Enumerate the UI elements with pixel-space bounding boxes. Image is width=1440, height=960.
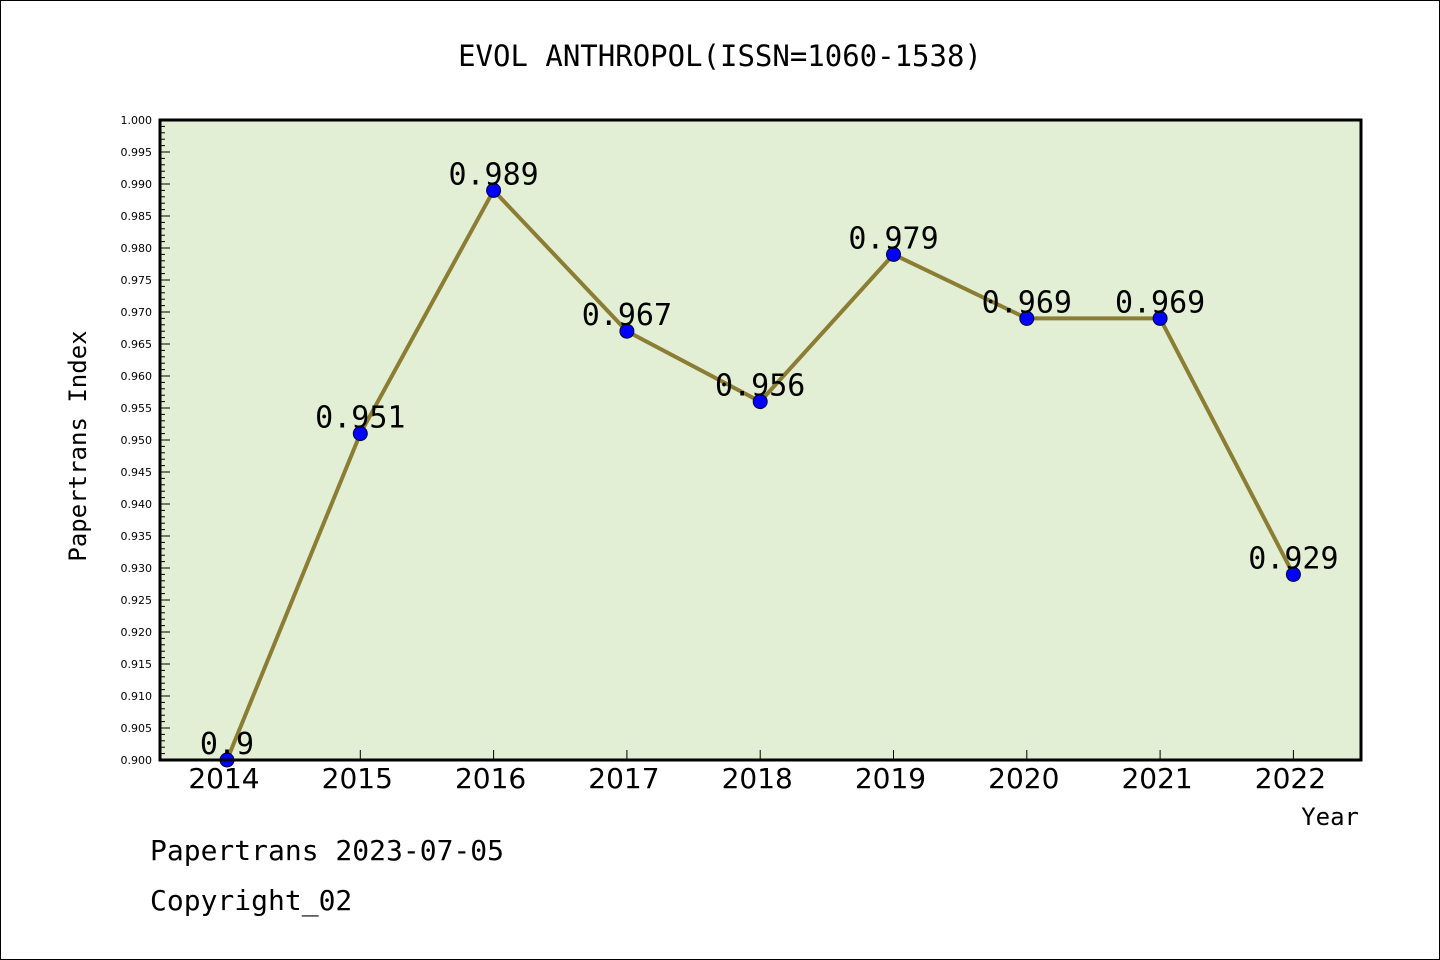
data-label: 0.9 bbox=[200, 727, 254, 762]
data-point bbox=[619, 323, 635, 339]
data-label: 0.967 bbox=[582, 298, 672, 333]
y-tick-label: 0.985 bbox=[121, 210, 153, 223]
y-tick-label: 0.920 bbox=[121, 626, 153, 639]
y-tick-label: 0.940 bbox=[121, 498, 153, 511]
y-tick-label: 0.965 bbox=[121, 338, 153, 351]
data-point bbox=[486, 182, 502, 198]
y-tick-label: 0.910 bbox=[121, 690, 153, 703]
x-tick-label: 2016 bbox=[455, 762, 526, 795]
x-tick-label: 2014 bbox=[188, 762, 259, 795]
x-tick-label: 2018 bbox=[722, 762, 793, 795]
plot-area bbox=[160, 120, 1361, 760]
x-axis-label: Year bbox=[1301, 803, 1359, 831]
data-point bbox=[752, 394, 768, 410]
x-tick-label: 2017 bbox=[588, 762, 659, 795]
y-tick-label: 0.930 bbox=[121, 562, 153, 575]
footer-source: Papertrans 2023-07-05 bbox=[150, 834, 505, 867]
x-tick-label: 2015 bbox=[322, 762, 393, 795]
data-point bbox=[1285, 566, 1301, 582]
y-axis-label: Papertrans Index bbox=[64, 330, 92, 561]
data-label: 0.989 bbox=[448, 157, 538, 192]
x-tick-label: 2020 bbox=[988, 762, 1059, 795]
data-label: 0.969 bbox=[1115, 285, 1205, 320]
data-point bbox=[352, 426, 368, 442]
footer-copyright: Copyright_02 bbox=[150, 884, 353, 917]
plot-border bbox=[158, 118, 1363, 762]
y-tick-label: 0.980 bbox=[121, 242, 153, 255]
x-tick-label: 2022 bbox=[1255, 762, 1326, 795]
data-label: 0.956 bbox=[715, 369, 805, 404]
y-tick-label: 0.900 bbox=[121, 754, 153, 767]
data-labels: 0.9 0.951 0.989 0.967 0.956 0.979 0.969 0.969 0.… bbox=[200, 157, 1339, 762]
data-label: 0.969 bbox=[982, 285, 1072, 320]
y-tick-label: 0.945 bbox=[121, 466, 153, 479]
x-tick-label: 2021 bbox=[1121, 762, 1192, 795]
y-tick-label: 0.915 bbox=[121, 658, 153, 671]
y-tick-label: 0.975 bbox=[121, 274, 153, 287]
data-label: 0.951 bbox=[315, 401, 405, 436]
y-tick-label: 0.970 bbox=[121, 306, 153, 319]
y-tick-label: 0.995 bbox=[121, 146, 153, 159]
data-point bbox=[886, 246, 901, 262]
y-tick-label: 0.950 bbox=[121, 434, 153, 447]
data-label: 0.979 bbox=[848, 221, 938, 256]
y-tick-label: 0.990 bbox=[121, 178, 153, 191]
y-tick-label: 0.955 bbox=[121, 402, 153, 415]
y-tick-label: 1.000 bbox=[121, 114, 153, 127]
x-tick-label: 2019 bbox=[855, 762, 926, 795]
x-axis-ticks: 2014 2015 2016 2017 2018 2019 2020 2021 2022 bbox=[188, 750, 1326, 795]
y-tick-label: 0.935 bbox=[121, 530, 153, 543]
data-point bbox=[1019, 310, 1035, 326]
y-tick-label: 0.905 bbox=[121, 722, 153, 735]
y-tick-label: 0.960 bbox=[121, 370, 153, 383]
data-label: 0.929 bbox=[1248, 541, 1338, 576]
data-point bbox=[1152, 310, 1168, 326]
y-tick-label: 0.925 bbox=[121, 594, 153, 607]
chart-title: EVOL ANTHROPOL(ISSN=1060-1538) bbox=[458, 39, 982, 73]
